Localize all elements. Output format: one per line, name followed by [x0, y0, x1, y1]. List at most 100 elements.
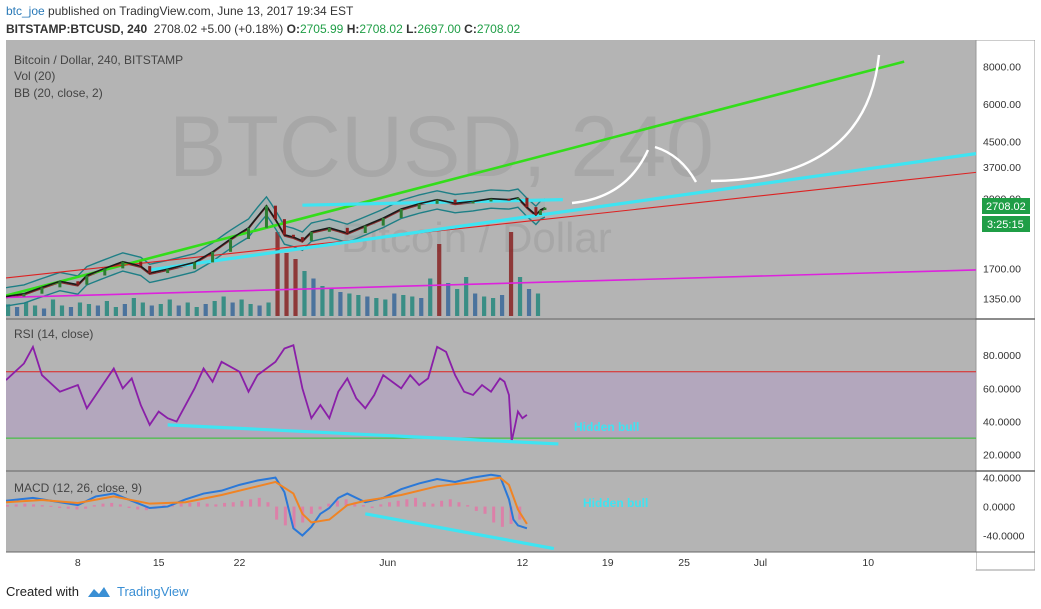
- time-tick-label: Jun: [379, 557, 396, 569]
- created-with-text: Created with: [6, 584, 79, 599]
- high-value: 2708.02: [359, 22, 403, 36]
- macd-histogram-bar: [292, 506, 296, 529]
- legend-vol[interactable]: Vol (20): [14, 69, 55, 83]
- macd-histogram-bar: [388, 502, 392, 507]
- volume-bar: [311, 278, 316, 316]
- macd-histogram-bar: [353, 502, 357, 507]
- candle: [85, 275, 89, 285]
- macd-divergence-line: [364, 512, 555, 551]
- legend-macd[interactable]: MACD (12, 26, close, 9): [14, 481, 142, 495]
- time-axis[interactable]: [6, 552, 976, 570]
- volume-bar: [482, 296, 487, 316]
- author-link[interactable]: btc_joe: [6, 4, 45, 18]
- watermark-symbol: BTCUSD, 240: [169, 99, 714, 195]
- axis-ticks: 8000.006000.004500.003700.002900.001700.…: [75, 61, 1025, 569]
- macd-histogram-bar: [144, 506, 148, 511]
- volume-bar: [275, 232, 280, 316]
- macd-pane[interactable]: [6, 472, 976, 552]
- macd-histogram-bar: [58, 506, 62, 509]
- legend-rsi[interactable]: RSI (14, close): [14, 327, 93, 341]
- macd-tick-label: 0.0000: [983, 502, 1015, 514]
- tradingview-logo-icon[interactable]: [87, 585, 111, 599]
- macd-histogram-bar: [457, 502, 461, 507]
- macd-histogram-bar: [466, 505, 470, 507]
- projection-arc-3: [710, 54, 881, 183]
- macd-histogram-bar: [6, 505, 9, 507]
- volume-bar: [77, 302, 83, 316]
- price-tick-label: 4500.00: [983, 136, 1021, 148]
- chart-canvas[interactable]: BTCUSD, 240 Bitcoin / Dollar Bitcoin / D…: [6, 40, 1035, 576]
- macd-histogram-bar: [405, 499, 409, 507]
- macd-histogram-bar: [379, 504, 383, 507]
- volume-bar: [517, 277, 523, 316]
- last-price-tag-bg: [982, 198, 1030, 214]
- volume-bar: [239, 299, 244, 316]
- macd-histogram-bar: [14, 504, 18, 507]
- macd-annotation[interactable]: Hidden bull: [583, 496, 648, 510]
- volume-bar: [6, 304, 11, 316]
- publish-info: btc_joe published on TradingView.com, Ju…: [6, 4, 353, 18]
- candle: [327, 227, 331, 232]
- volume-bar: [383, 299, 388, 316]
- rsi-divergence-line: [167, 423, 559, 446]
- volume-bar: [508, 232, 514, 316]
- macd-tick-label: -40.0000: [983, 531, 1025, 543]
- rsi-line: [6, 344, 528, 442]
- volume-bar: [329, 289, 334, 316]
- macd-histogram-bar: [188, 502, 192, 507]
- macd-tick-label: 40.0000: [983, 473, 1021, 485]
- rsi-annotation[interactable]: Hidden bull: [574, 420, 639, 434]
- high-label: H:: [346, 22, 360, 36]
- macd-histogram-bar: [223, 502, 227, 507]
- volume-bar: [338, 292, 343, 316]
- countdown-tag: 3:25:15: [987, 219, 1024, 231]
- trendline-drawings[interactable]: [6, 54, 976, 299]
- macd-histogram-bar: [118, 504, 122, 507]
- macd-histogram-bar: [136, 506, 140, 510]
- price-axis[interactable]: [975, 40, 1035, 571]
- macd-histogram-bar: [440, 500, 444, 507]
- candle: [273, 205, 277, 220]
- volume-bar: [455, 289, 460, 316]
- symbol-label: BITSTAMP:BTCUSD, 240: [6, 22, 148, 36]
- volume-bar: [86, 304, 92, 316]
- open-label: O:: [286, 22, 300, 36]
- tradingview-link[interactable]: TradingView: [116, 584, 189, 599]
- macd-histogram-bar: [500, 506, 504, 527]
- macd-histogram-bar: [240, 500, 244, 507]
- volume-bar: [293, 259, 298, 316]
- last-price: 2708.02: [153, 22, 198, 36]
- macd-histogram-bar: [32, 504, 36, 507]
- legend-bb[interactable]: BB (20, close, 2): [14, 86, 103, 100]
- legend-title: Bitcoin / Dollar, 240, BITSTAMP: [14, 53, 183, 67]
- volume-bar: [203, 304, 208, 316]
- macd-histogram-bar: [257, 497, 261, 507]
- price-tick-label: 3700.00: [983, 162, 1021, 174]
- macd-histogram-bar: [40, 505, 44, 507]
- volume-bar: [230, 302, 235, 316]
- volume-bar: [122, 304, 127, 316]
- macd-histogram-bar: [75, 506, 79, 510]
- volume-bar: [428, 278, 433, 316]
- price-tick-label: 6000.00: [983, 99, 1021, 111]
- volume-bar: [104, 301, 109, 316]
- last-price-tag: 2708.02: [986, 201, 1026, 213]
- time-tick-label: Jul: [754, 557, 767, 569]
- open-value: 2705.99: [299, 22, 344, 36]
- volume-bar: [356, 295, 361, 316]
- macd-histogram-bar: [422, 502, 426, 507]
- time-tick-label: 8: [75, 557, 81, 569]
- macd-histogram-bar: [66, 506, 70, 509]
- volume-bar: [347, 293, 352, 316]
- volume-bar: [158, 304, 163, 316]
- volume-bar: [401, 295, 406, 316]
- candle: [40, 287, 44, 294]
- time-tick-label: 25: [678, 557, 690, 569]
- candle: [399, 209, 403, 219]
- candle: [538, 210, 542, 216]
- macd-histogram-bar: [266, 502, 270, 507]
- candle: [166, 269, 170, 274]
- macd-histogram-bar: [509, 506, 513, 524]
- macd-histogram-bar: [205, 503, 209, 507]
- volume-bar: [473, 293, 478, 316]
